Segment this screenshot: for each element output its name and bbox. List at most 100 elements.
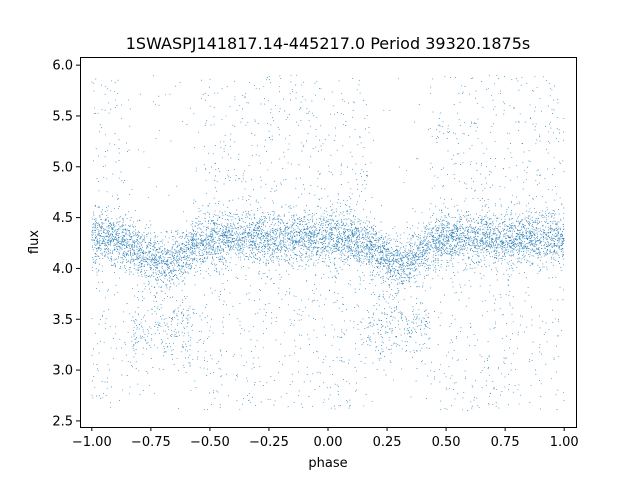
data-point	[122, 243, 124, 245]
data-point	[316, 234, 318, 236]
data-point	[252, 234, 254, 236]
data-point	[225, 231, 226, 233]
data-point	[409, 252, 411, 254]
data-point	[316, 205, 318, 207]
data-point	[214, 289, 216, 291]
data-point	[198, 243, 200, 245]
data-point	[108, 221, 110, 223]
data-point	[325, 255, 327, 257]
data-point	[254, 227, 256, 228]
data-point	[536, 228, 538, 230]
data-point	[170, 320, 172, 322]
data-point	[394, 253, 396, 255]
data-point	[368, 250, 370, 252]
data-point	[345, 125, 347, 126]
data-point	[265, 247, 267, 248]
data-point	[302, 146, 304, 147]
data-point	[155, 323, 157, 325]
data-point	[236, 209, 238, 211]
data-point	[237, 213, 238, 215]
data-point	[496, 250, 498, 252]
data-point	[391, 328, 393, 330]
data-point	[470, 226, 472, 228]
data-point	[508, 245, 510, 246]
data-point	[468, 219, 470, 221]
data-point	[378, 239, 380, 241]
data-point	[557, 228, 559, 230]
data-point	[396, 250, 398, 252]
data-point	[479, 262, 481, 263]
data-point	[556, 251, 558, 253]
data-point	[447, 150, 449, 152]
data-point	[358, 220, 360, 222]
data-point	[146, 247, 148, 249]
data-point	[403, 271, 405, 273]
data-point	[214, 180, 216, 181]
data-point	[300, 120, 302, 122]
data-point	[544, 237, 546, 239]
data-point	[557, 235, 559, 237]
data-point	[504, 376, 506, 378]
data-point	[263, 230, 265, 231]
data-point	[358, 288, 360, 290]
data-point	[354, 223, 355, 225]
data-point	[145, 340, 147, 342]
data-point	[153, 249, 155, 251]
data-point	[318, 205, 319, 207]
data-point	[155, 259, 157, 261]
data-point	[249, 231, 251, 233]
data-point	[524, 244, 526, 246]
data-point	[533, 255, 535, 257]
data-point	[112, 235, 114, 237]
data-point	[160, 252, 162, 254]
data-point	[421, 321, 422, 323]
data-point	[272, 260, 274, 262]
data-point	[181, 271, 183, 273]
data-point	[191, 252, 193, 254]
data-point	[522, 242, 524, 244]
data-point	[435, 138, 437, 140]
data-point	[255, 241, 257, 243]
data-point	[98, 224, 100, 226]
data-point	[164, 269, 166, 271]
data-point	[482, 228, 484, 230]
data-point	[296, 74, 298, 76]
data-point	[535, 247, 537, 249]
data-point	[308, 237, 310, 239]
data-point	[406, 262, 408, 263]
data-point	[218, 360, 220, 362]
data-point	[292, 239, 294, 241]
data-point	[175, 332, 177, 334]
data-point	[309, 210, 311, 212]
data-point	[544, 252, 546, 254]
data-point	[102, 257, 104, 259]
data-point	[533, 245, 535, 247]
data-point	[389, 337, 391, 339]
data-point	[98, 233, 100, 235]
data-point	[527, 260, 529, 262]
data-point	[315, 219, 317, 221]
data-point	[101, 270, 103, 272]
data-point	[260, 162, 261, 164]
data-point	[160, 262, 162, 264]
data-point	[507, 274, 509, 276]
data-point	[453, 272, 455, 273]
data-point	[175, 251, 177, 253]
data-point	[245, 236, 247, 238]
data-point	[487, 228, 489, 230]
data-point	[366, 220, 368, 222]
data-point	[398, 273, 400, 275]
data-point	[115, 233, 117, 235]
data-point	[114, 239, 116, 240]
data-point	[355, 244, 357, 246]
data-point	[166, 279, 168, 281]
data-point	[374, 233, 376, 235]
data-point	[155, 272, 157, 274]
data-point	[429, 128, 431, 130]
data-point	[171, 335, 172, 337]
data-point	[114, 249, 116, 251]
data-point	[335, 250, 337, 252]
data-point	[463, 244, 465, 246]
data-point	[192, 312, 194, 314]
data-point	[411, 234, 413, 236]
